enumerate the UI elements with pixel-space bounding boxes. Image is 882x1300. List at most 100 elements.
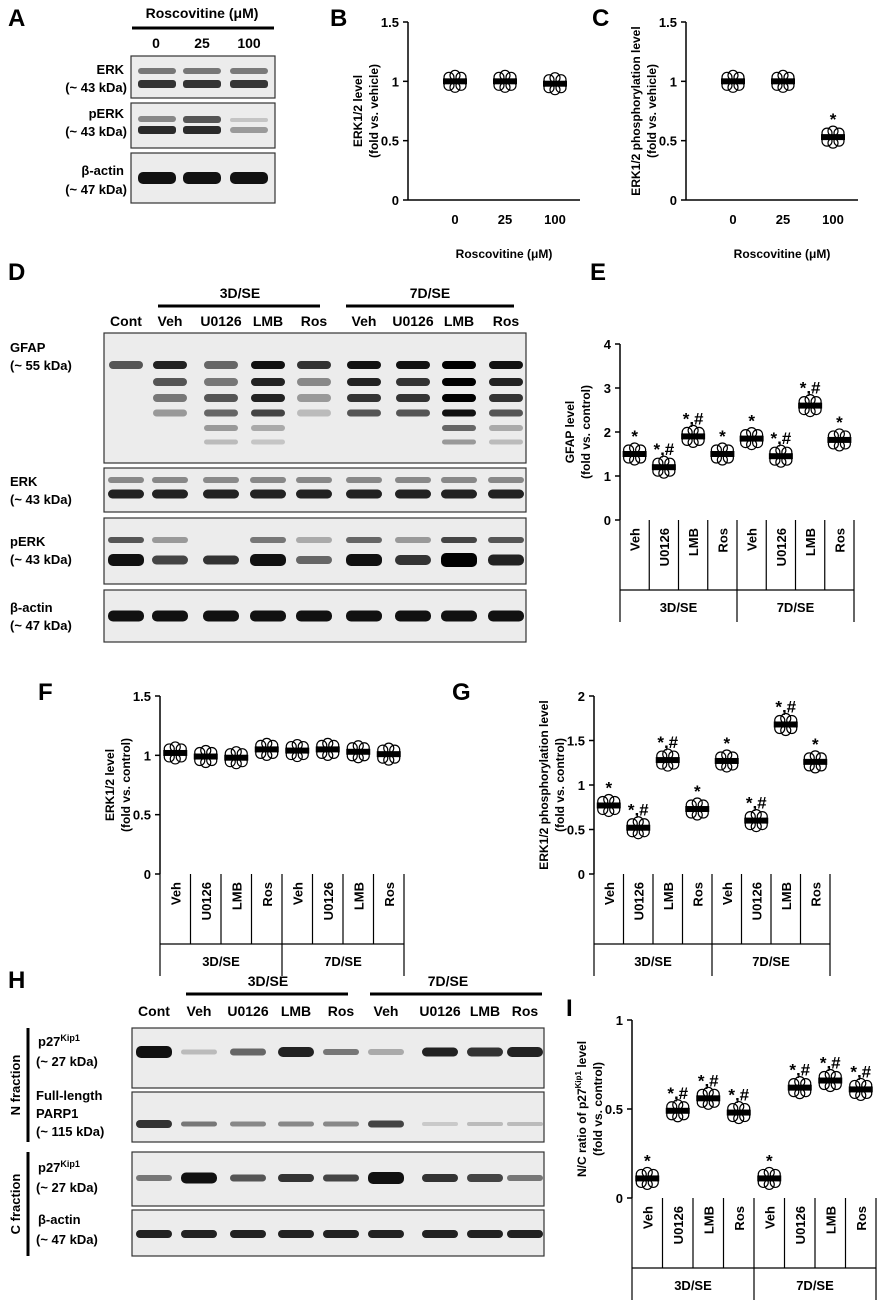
category-label: LMB — [351, 882, 366, 910]
band — [488, 489, 524, 499]
band — [442, 378, 476, 386]
y-axis-label-sub: (fold vs. vehicle) — [645, 64, 659, 158]
band — [138, 116, 176, 122]
band — [204, 394, 238, 402]
band — [296, 556, 332, 564]
mean-bar — [696, 1095, 721, 1102]
panel-label-a: A — [8, 5, 25, 32]
chart-g: 0 0.5 1 1.5 2 ERK1/2 phosphorylation level (fo… — [537, 689, 831, 976]
band — [346, 477, 382, 483]
y-axis-label-sub: (fold vs. control) — [591, 1062, 605, 1156]
category-label: 0 — [451, 212, 458, 227]
band — [396, 361, 430, 369]
band — [488, 537, 524, 543]
band — [204, 439, 238, 445]
band — [346, 554, 382, 566]
band — [296, 537, 332, 543]
fraction-label: C fraction — [8, 1174, 23, 1235]
band — [489, 425, 523, 431]
band — [395, 477, 431, 483]
category-label: Ros — [854, 1206, 869, 1231]
category-label: Veh — [290, 882, 305, 905]
band — [136, 1120, 172, 1128]
group-label: 3D/SE — [202, 954, 240, 969]
band — [204, 361, 238, 369]
band — [230, 118, 268, 122]
band — [230, 1174, 266, 1182]
band — [368, 1172, 404, 1184]
category-label: Veh — [720, 882, 735, 905]
panel-label-f: F — [38, 679, 53, 706]
lane-label: LMB — [444, 313, 474, 329]
band — [278, 1230, 314, 1238]
blot-kda: (~ 47 kDa) — [10, 618, 72, 633]
band — [347, 361, 381, 369]
blot-perk — [103, 517, 527, 585]
blot-kda: (~ 55 kDa) — [10, 358, 72, 373]
y-axis-label-sub: (fold vs. vehicle) — [367, 64, 381, 158]
y-axis-label: GFAP level — [563, 401, 577, 463]
band — [368, 1049, 404, 1055]
category-label: LMB — [229, 882, 244, 910]
band — [347, 409, 381, 417]
mean-bar — [739, 435, 764, 442]
group-label: 7D/SE — [752, 954, 790, 969]
band — [183, 68, 221, 74]
band — [297, 361, 331, 369]
band — [489, 409, 523, 417]
blot-kda: (~ 43 kDa) — [10, 552, 72, 567]
y-tick-label: 0.5 — [381, 134, 399, 149]
x-axis-label: Roscovitine (μM) — [734, 247, 831, 261]
band — [153, 409, 187, 417]
significance-marker: * — [812, 735, 819, 754]
band — [203, 489, 239, 499]
category-label: LMB — [701, 1206, 716, 1234]
mean-bar — [622, 451, 647, 457]
chart-c: 0 0.5 1 1.5 ERK1/2 phosphorylation level (fol… — [629, 15, 858, 261]
chart-e: 0 1 2 3 4 GFAP level (fold vs. control) Veh U012… — [563, 337, 855, 622]
significance-marker: *,# — [789, 1061, 810, 1080]
band — [278, 1121, 314, 1127]
category-label: Ros — [690, 882, 705, 907]
lane-label: Ros — [328, 1003, 355, 1019]
mean-bar — [443, 78, 467, 85]
band — [368, 1230, 404, 1238]
band — [507, 1122, 543, 1126]
band — [467, 1230, 503, 1238]
mean-bar — [224, 754, 249, 761]
category-label: Veh — [602, 882, 617, 905]
band — [395, 537, 431, 543]
band — [441, 489, 477, 499]
category-label: Veh — [628, 528, 643, 551]
category-label: LMB — [661, 882, 676, 910]
mean-bar — [726, 1109, 751, 1116]
y-axis-label-sub: (fold vs. control) — [119, 738, 133, 832]
mean-bar — [635, 1175, 660, 1182]
significance-marker: *,# — [770, 429, 791, 448]
band — [250, 477, 286, 483]
group-label: 3D/SE — [220, 285, 260, 301]
category-label: 25 — [776, 212, 790, 227]
significance-marker: *,# — [653, 440, 674, 459]
band — [323, 1121, 359, 1127]
band — [297, 394, 331, 402]
blot-name: p27Kip1 — [38, 1033, 80, 1049]
lane-label: 0 — [152, 35, 160, 51]
lane-label: Veh — [374, 1003, 399, 1019]
significance-marker: *,# — [667, 1084, 688, 1103]
mean-bar — [685, 806, 710, 813]
perk-bands — [108, 537, 524, 567]
band — [323, 1049, 359, 1055]
category-label: 25 — [498, 212, 512, 227]
band — [204, 378, 238, 386]
band — [251, 361, 285, 369]
band — [296, 610, 332, 622]
lane-label: Veh — [352, 313, 377, 329]
category-label: LMB — [803, 528, 818, 556]
band — [230, 68, 268, 74]
category-label: U0126 — [774, 528, 789, 566]
band — [108, 537, 144, 543]
mean-bar — [254, 746, 279, 753]
band — [442, 361, 476, 369]
band — [488, 610, 524, 622]
